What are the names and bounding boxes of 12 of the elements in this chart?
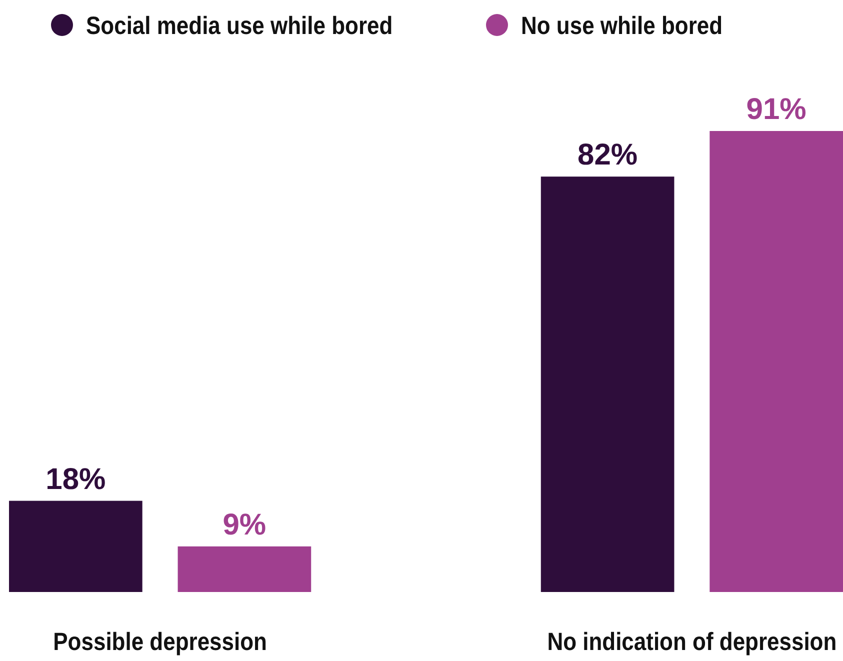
data-label: 82% [578,138,638,172]
data-label: 9% [222,508,266,542]
x-tick-label: No indication of depression [547,628,837,656]
bar [540,176,674,592]
legend-label: No use while bored [521,12,723,40]
data-label: 91% [746,93,806,126]
x-tick-label: Possible depression [53,628,267,656]
bar [9,500,142,592]
data-label: 18% [46,462,106,496]
bar [710,131,843,592]
bar [178,546,312,592]
legend-label: Social media use while bored [86,12,393,40]
